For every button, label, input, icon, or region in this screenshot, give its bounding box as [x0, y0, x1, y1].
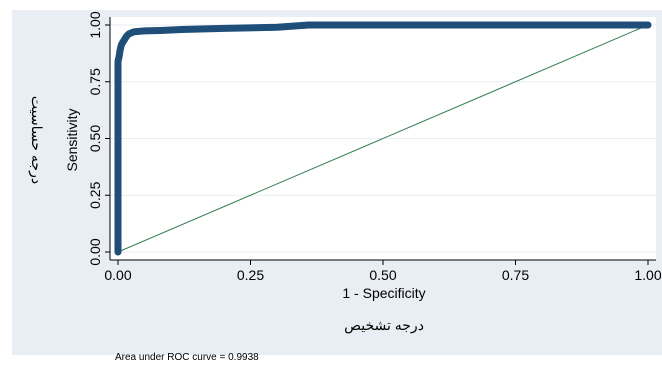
- x-tick-label-3: 0.75: [502, 267, 529, 283]
- x-tick-label-4: 1.00: [634, 267, 661, 283]
- x-tick-label-0: 0.00: [104, 267, 131, 283]
- y-tick-label-1: 0.25: [87, 181, 103, 208]
- x-axis-ticks: 0.00 0.25 0.50 0.75 1.00: [104, 260, 662, 283]
- reference-line-group: [117, 24, 649, 253]
- x-tick-label-1: 0.25: [237, 267, 264, 283]
- roc-curve-group: [114, 21, 652, 256]
- y-tick-label-2: 0.50: [87, 125, 103, 152]
- y-tick-label-3: 0.75: [87, 68, 103, 95]
- outer-y-axis-label: درجه حساسیت: [28, 96, 45, 184]
- reference-line: [117, 24, 649, 253]
- auc-note: Area under ROC curve = 0.9938: [115, 352, 259, 363]
- outer-x-axis-label: درجه تشخیص: [344, 317, 424, 334]
- y-tick-label-4: 1.00: [87, 11, 103, 38]
- roc-curve: [114, 21, 652, 256]
- x-tick-label-2: 0.50: [369, 267, 396, 283]
- y-tick-label-0: 0.00: [87, 238, 103, 265]
- y-axis-ticks: 0.00 0.25 0.50 0.75 1.00: [87, 11, 110, 266]
- x-axis-label: 1 - Specificity: [342, 285, 425, 301]
- y-axis-label: Sensitivity: [64, 108, 80, 171]
